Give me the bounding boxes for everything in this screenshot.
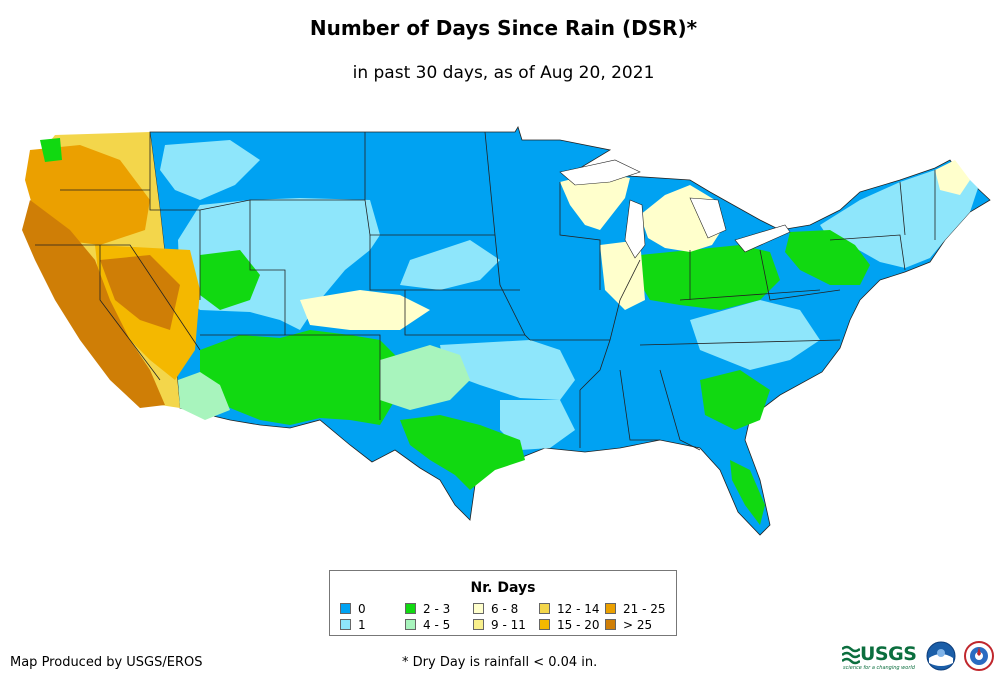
legend-label: 1 xyxy=(358,618,366,632)
legend-label: 9 - 11 xyxy=(491,618,526,632)
legend-label: 21 - 25 xyxy=(623,602,666,616)
producer-credit: Map Produced by USGS/EROS xyxy=(10,655,203,670)
region-wa-green xyxy=(40,138,62,162)
lake-huron xyxy=(689,197,727,239)
region-az-mint xyxy=(178,372,230,420)
legend: Nr. Days 0 1 2 - 3 4 - 5 6 - 8 9 - 11 12… xyxy=(329,570,677,636)
region-southwest-green xyxy=(200,330,400,425)
legend-swatch xyxy=(340,603,351,614)
region-mtn-north-one xyxy=(160,140,260,200)
region-co-pale xyxy=(300,290,430,330)
legend-label: > 25 xyxy=(623,618,653,632)
legend-label: 4 - 5 xyxy=(423,618,451,632)
usgs-logo: USGS science for a changing world xyxy=(842,643,922,671)
region-calif-brown xyxy=(22,200,165,408)
legend-swatch xyxy=(473,603,484,614)
legend-swatch xyxy=(605,603,616,614)
region-ne-green xyxy=(785,230,870,285)
region-georgia-green xyxy=(700,370,770,430)
region-il-pale xyxy=(600,240,645,310)
region-tx-one xyxy=(500,400,575,450)
region-plains-one xyxy=(400,240,500,290)
map-title: Number of Days Since Rain (DSR)* xyxy=(309,16,698,40)
region-up-pale xyxy=(560,172,630,230)
usgs-tagline: science for a changing world xyxy=(843,665,915,671)
legend-label: 6 - 8 xyxy=(491,602,519,616)
legend-swatch xyxy=(539,603,550,614)
region-florida-green xyxy=(730,460,765,525)
legend-swatch xyxy=(340,619,351,630)
state-borders xyxy=(35,131,936,451)
legend-label: 2 - 3 xyxy=(423,602,451,616)
region-utah-green xyxy=(200,250,260,310)
legend-label: 0 xyxy=(358,602,366,616)
usgs-wave-icon xyxy=(842,645,860,665)
region-maine-pale xyxy=(935,160,970,195)
dry-day-note: * Dry Day is rainfall < 0.04 in. xyxy=(402,655,598,670)
legend-swatch xyxy=(405,619,416,630)
region-nv-brown xyxy=(100,255,180,330)
usgs-wordmark: USGS xyxy=(860,643,917,665)
legend-label: 12 - 14 xyxy=(557,602,600,616)
noaa-logo-icon xyxy=(926,641,956,671)
map-subtitle: in past 30 days, as of Aug 20, 2021 xyxy=(352,63,655,83)
legend-swatch xyxy=(605,619,616,630)
legend-label: 15 - 20 xyxy=(557,618,600,632)
region-carolinas-one xyxy=(690,300,820,370)
legend-title: Nr. Days xyxy=(470,580,536,596)
legend-swatch xyxy=(539,619,550,630)
legend-swatch xyxy=(473,619,484,630)
legend-swatch xyxy=(405,603,416,614)
region-nm-mint xyxy=(380,345,470,410)
lake-erie xyxy=(734,224,791,253)
lake-michigan xyxy=(624,199,646,259)
region-oklahoma-one xyxy=(440,340,575,400)
region-northeast-one xyxy=(820,165,978,268)
region-texas-green xyxy=(400,415,525,490)
lake-superior xyxy=(559,159,641,186)
region-ohio-green xyxy=(638,245,780,310)
nws-logo-icon xyxy=(964,641,994,671)
